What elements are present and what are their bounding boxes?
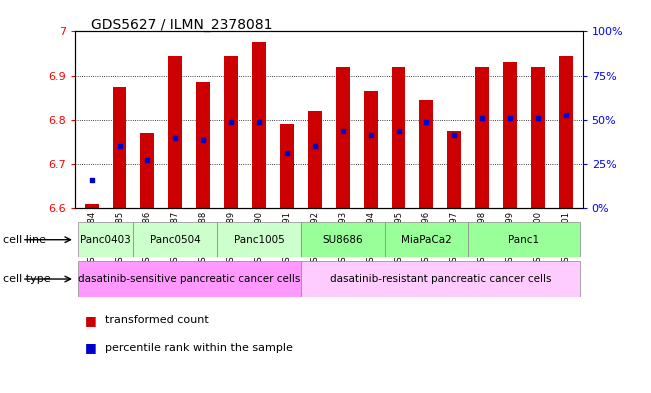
Bar: [141, 133, 154, 208]
Bar: [419, 100, 434, 208]
Bar: [503, 62, 517, 208]
Text: dasatinib-sensitive pancreatic cancer cells: dasatinib-sensitive pancreatic cancer ce…: [78, 274, 301, 284]
Text: transformed count: transformed count: [105, 315, 209, 325]
Bar: [77, 222, 133, 257]
Text: ■: ■: [85, 314, 96, 327]
Point: [226, 119, 236, 125]
Point: [170, 134, 180, 141]
Point: [282, 150, 292, 156]
Bar: [447, 131, 462, 208]
Point: [198, 137, 208, 143]
Point: [142, 156, 152, 163]
Text: Panc0504: Panc0504: [150, 235, 201, 245]
Text: MiaPaCa2: MiaPaCa2: [401, 235, 452, 245]
Bar: [364, 91, 378, 208]
Point: [254, 119, 264, 125]
Point: [310, 143, 320, 149]
Text: Panc0403: Panc0403: [80, 235, 131, 245]
Bar: [336, 67, 350, 208]
Point: [533, 114, 543, 121]
Bar: [391, 67, 406, 208]
Point: [365, 132, 376, 138]
Text: percentile rank within the sample: percentile rank within the sample: [105, 343, 294, 353]
Text: GDS5627 / ILMN_2378081: GDS5627 / ILMN_2378081: [91, 18, 273, 32]
Point: [449, 132, 460, 138]
Point: [561, 112, 571, 119]
Bar: [280, 124, 294, 208]
Bar: [217, 222, 301, 257]
Point: [505, 114, 516, 121]
Bar: [385, 222, 468, 257]
Bar: [468, 222, 580, 257]
Point: [421, 119, 432, 125]
Bar: [224, 56, 238, 208]
Bar: [301, 261, 580, 297]
Bar: [252, 42, 266, 208]
Bar: [308, 111, 322, 208]
Text: cell line: cell line: [3, 235, 46, 245]
Text: SU8686: SU8686: [322, 235, 363, 245]
Bar: [475, 67, 489, 208]
Point: [115, 143, 125, 149]
Bar: [559, 56, 573, 208]
Bar: [301, 222, 385, 257]
Point: [87, 176, 97, 183]
Bar: [169, 56, 182, 208]
Bar: [196, 82, 210, 208]
Bar: [77, 261, 301, 297]
Point: [393, 128, 404, 134]
Text: Panc1005: Panc1005: [234, 235, 284, 245]
Text: dasatinib-resistant pancreatic cancer cells: dasatinib-resistant pancreatic cancer ce…: [329, 274, 551, 284]
Point: [477, 114, 488, 121]
Text: cell type: cell type: [3, 274, 51, 284]
Bar: [85, 204, 98, 208]
Text: ■: ■: [85, 341, 96, 354]
Bar: [133, 222, 217, 257]
Bar: [531, 67, 545, 208]
Bar: [113, 87, 126, 208]
Point: [337, 128, 348, 134]
Text: Panc1: Panc1: [508, 235, 540, 245]
